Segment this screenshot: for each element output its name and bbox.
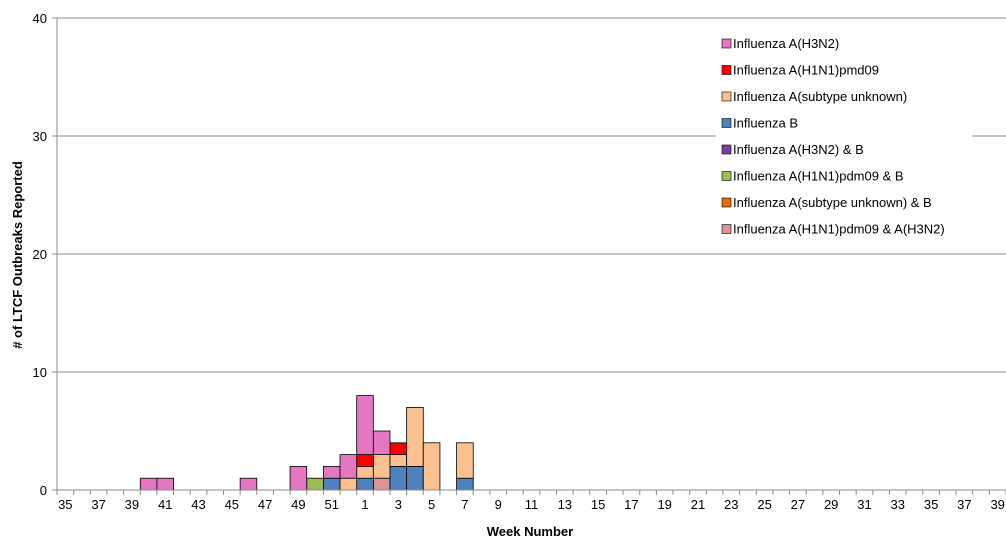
legend-background bbox=[716, 30, 972, 246]
y-tick-label: 20 bbox=[33, 247, 47, 262]
x-tick-label: 35 bbox=[58, 497, 72, 512]
x-tick-label: 21 bbox=[691, 497, 705, 512]
x-tick-label: 47 bbox=[258, 497, 272, 512]
gridlines bbox=[57, 17, 1006, 373]
y-tick-label: 10 bbox=[33, 365, 47, 380]
bar-segment bbox=[139, 477, 158, 491]
bar-segment bbox=[289, 465, 308, 491]
bar-segment bbox=[422, 442, 441, 491]
legend-label: Influenza A(H1N1)pmd09 bbox=[733, 63, 879, 78]
x-tick-label: 7 bbox=[461, 497, 468, 512]
y-tick-label: 40 bbox=[33, 11, 47, 26]
x-tick-label: 19 bbox=[657, 497, 671, 512]
bar-segment bbox=[372, 454, 391, 479]
x-tick-label: 31 bbox=[857, 497, 871, 512]
bar-segment bbox=[356, 454, 374, 467]
legend-label: Influenza A(H1N1)pdm09 & A(H3N2) bbox=[733, 222, 945, 237]
bar-segment bbox=[372, 430, 391, 456]
bar-segment bbox=[339, 454, 358, 479]
legend-label: Influenza A(H3N2) & B bbox=[733, 142, 864, 157]
x-tick-label: 33 bbox=[891, 497, 905, 512]
bar-segment bbox=[356, 477, 374, 491]
y-tick-label: 30 bbox=[33, 129, 47, 144]
y-tick-label: 0 bbox=[40, 483, 47, 498]
bar-segment bbox=[356, 395, 374, 456]
bar-segment bbox=[406, 465, 424, 491]
bar-segment bbox=[372, 477, 391, 491]
legend-swatch bbox=[721, 197, 732, 208]
x-tick-label: 51 bbox=[324, 497, 338, 512]
x-tick-label: 35 bbox=[924, 497, 938, 512]
x-tick-label: 13 bbox=[558, 497, 572, 512]
bar-segment bbox=[322, 477, 341, 491]
bar-segment bbox=[339, 477, 358, 491]
bar-segment bbox=[356, 465, 374, 479]
legend-swatch bbox=[721, 91, 732, 102]
x-tick-label: 25 bbox=[757, 497, 771, 512]
legend-label: Influenza A(subtype unknown) bbox=[733, 89, 907, 104]
legend-swatch bbox=[721, 118, 732, 128]
x-tick-label: 17 bbox=[624, 497, 638, 512]
bar-segment bbox=[406, 406, 424, 467]
x-tick-label: 11 bbox=[525, 497, 539, 512]
x-tick-label: 39 bbox=[125, 497, 139, 512]
bar-segment bbox=[322, 465, 341, 479]
bar-segment bbox=[389, 465, 408, 491]
bar-segment bbox=[389, 454, 408, 467]
legend-swatch bbox=[721, 144, 732, 155]
legend-swatch bbox=[721, 65, 732, 75]
x-tick-label: 43 bbox=[191, 497, 205, 512]
x-tick-label: 27 bbox=[791, 497, 805, 512]
legend-label: Influenza A(H1N1)pdm09 & B bbox=[733, 169, 904, 184]
x-tick-label: 9 bbox=[495, 497, 502, 512]
x-tick-label: 29 bbox=[824, 497, 838, 512]
legend-swatch bbox=[721, 38, 732, 49]
bar-segment bbox=[456, 477, 474, 491]
bar-segment bbox=[239, 477, 258, 491]
x-axis-title: Week Number bbox=[487, 524, 573, 539]
bar-segment bbox=[156, 477, 174, 491]
x-tick-label: 49 bbox=[291, 497, 305, 512]
x-tick-label: 15 bbox=[591, 497, 605, 512]
legend-label: Influenza A(H3N2) bbox=[733, 36, 839, 51]
x-tick-label: 39 bbox=[990, 497, 1004, 512]
y-axis-title: # of LTCF Outbreaks Reported bbox=[10, 161, 25, 349]
x-tick-label: 3 bbox=[395, 497, 402, 512]
x-tick-label: 5 bbox=[428, 497, 435, 512]
x-tick-label: 45 bbox=[225, 497, 239, 512]
x-tick-label: 1 bbox=[361, 497, 368, 512]
x-tick-label: 23 bbox=[724, 497, 738, 512]
legend-swatch bbox=[721, 224, 732, 234]
bar-segment bbox=[389, 442, 408, 455]
legend: Influenza A(H3N2) Influenza A(H1N1)pmd09 I… bbox=[716, 30, 972, 246]
x-tick-label: 37 bbox=[957, 497, 971, 512]
legend-swatch bbox=[721, 171, 732, 181]
bar-segment bbox=[306, 477, 324, 491]
legend-label: Influenza B bbox=[733, 116, 798, 131]
x-tick-label: 41 bbox=[158, 497, 172, 512]
bars bbox=[139, 395, 474, 491]
x-tick-label: 37 bbox=[91, 497, 105, 512]
bar-segment bbox=[456, 442, 474, 479]
legend-label: Influenza A(subtype unknown) & B bbox=[733, 195, 932, 210]
